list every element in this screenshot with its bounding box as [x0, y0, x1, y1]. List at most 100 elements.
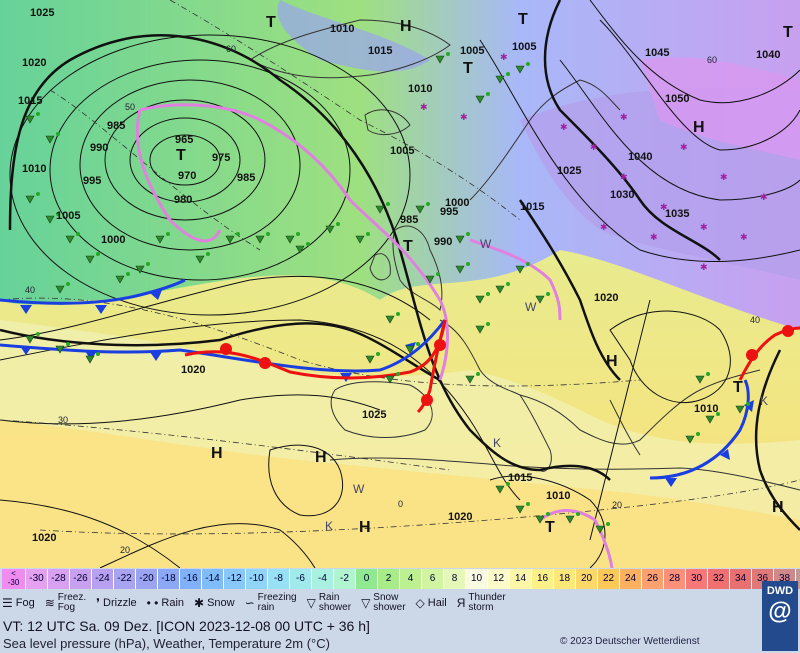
isotherm-label: 60 [707, 55, 717, 65]
pressure-label: 1010 [408, 83, 432, 95]
rain-symbol [526, 62, 530, 66]
pressure-label: 1040 [628, 151, 652, 163]
legend-panel: < -30 -30 -28 -26 -24 -22 -20 -18 -16 -14 -12 -10 -8… [0, 568, 800, 653]
rain-shower-symbol [515, 65, 525, 74]
pressure-label: 980 [174, 194, 192, 206]
rain-symbol [386, 202, 390, 206]
rain-shower-symbol [495, 75, 505, 84]
legend-label: Snow [207, 596, 235, 609]
pressure-label: 1045 [645, 47, 669, 59]
rain-symbol [56, 132, 60, 136]
legend-item-freezing-rain: ∽ Freezing rain [245, 593, 297, 613]
pressure-labels: 1025 1020 1015 1010 1010 1015 1005 1005 … [18, 7, 780, 544]
low-label: T [463, 60, 473, 77]
legend-label: Rain [161, 596, 185, 609]
pressure-label: 1005 [56, 210, 80, 222]
scale-swatch: -8 [268, 569, 290, 589]
pressure-label: 1010 [546, 490, 570, 502]
rain-symbol [606, 522, 610, 526]
rain-symbol [36, 192, 40, 196]
low-label: T [545, 519, 555, 536]
pressure-label: 1040 [756, 49, 780, 61]
legend-item-rain: • • Rain [147, 596, 184, 610]
pressure-label: 1000 [445, 197, 469, 209]
scale-swatch: 22 [598, 569, 620, 589]
rain-shower-symbol [55, 345, 65, 354]
rain-symbol [416, 342, 420, 346]
legend-label: Fog [15, 596, 35, 609]
rain-symbol [396, 372, 400, 376]
scale-swatch: 8 [444, 569, 466, 589]
scale-swatch: -28 [48, 569, 70, 589]
scale-swatch: 24 [620, 569, 642, 589]
isotherm-label: 40 [750, 315, 760, 325]
pressure-label: 1010 [22, 163, 46, 175]
legend-item-snow-shower: ▽ Snow shower [361, 593, 405, 613]
scale-swatch: -12 [224, 569, 246, 589]
scale-swatch: 30 [686, 569, 708, 589]
snow-shower-icon: ▽ [361, 596, 371, 610]
rain-shower-symbol [325, 225, 335, 234]
isotherm-label: 20 [612, 500, 622, 510]
rain-symbol [36, 112, 40, 116]
freezing-rain-icon: ∽ [244, 596, 255, 610]
legend-label: Freez. Fog [57, 592, 87, 613]
rain-shower-symbol [415, 205, 425, 214]
scale-swatch: 10 [466, 569, 488, 589]
snow-symbol: ✱ [590, 142, 598, 152]
snow-symbol: ✱ [660, 202, 668, 212]
rain-symbol [526, 262, 530, 266]
snow-symbol: ✱ [620, 172, 628, 182]
rain-symbol [546, 292, 550, 296]
rain-shower-symbol [115, 275, 125, 284]
major-isobars [0, 0, 800, 531]
rain-symbol [306, 242, 310, 246]
rain-shower-symbol [195, 255, 205, 264]
rain-symbol [466, 262, 470, 266]
rain-shower-symbol [465, 375, 475, 384]
copyright: © 2023 Deutscher Wetterdienst [560, 636, 700, 647]
air-mass-labels: K K W W W K [325, 237, 768, 533]
pressure-label: 1005 [460, 45, 484, 57]
pressure-label: 1020 [448, 511, 472, 523]
snow-symbol: ✱ [700, 262, 708, 272]
rain-shower-symbol [85, 255, 95, 264]
scale-swatch: 32 [708, 569, 730, 589]
map-subtitle: Sea level pressure (hPa), Weather, Tempe… [3, 636, 330, 651]
air-mass-label: K [760, 394, 768, 408]
rain-symbol [546, 512, 550, 516]
snow-symbol: ✱ [680, 142, 688, 152]
isotherm-label: 30 [58, 415, 68, 425]
isotherm-label: 40 [25, 285, 35, 295]
rain-shower-symbol [705, 415, 715, 424]
scale-swatch: -16 [180, 569, 202, 589]
precipitation-symbols: ✱ ✱ ✱ ✱ ✱ ✱ ✱ ✱ ✱ ✱ ✱ ✱ ✱ ✱ ✱ ✱ [25, 52, 768, 534]
high-label: H [315, 449, 327, 466]
pressure-label: 990 [434, 236, 452, 248]
rain-symbol [486, 322, 490, 326]
pressure-label: 1035 [665, 208, 689, 220]
coastlines [249, 19, 800, 491]
pressure-label: 1025 [362, 409, 386, 421]
pressure-label: 1015 [368, 45, 392, 57]
pressure-label: 1005 [390, 145, 414, 157]
high-label: H [606, 353, 618, 370]
rain-symbol [56, 212, 60, 216]
scale-swatch: 28 [664, 569, 686, 589]
legend-item-hail: ◇ Hail [416, 596, 447, 610]
rain-symbol [706, 372, 710, 376]
rain-shower-symbol [425, 275, 435, 284]
rain-shower-symbol [65, 235, 75, 244]
pressure-label: 1025 [557, 165, 581, 177]
rain-shower-icon: ▽ [306, 596, 316, 610]
rain-shower-symbol [355, 235, 365, 244]
air-mass-label: W [480, 237, 492, 251]
rain-shower-symbol [45, 215, 55, 224]
rain-symbol [486, 292, 490, 296]
temperature-field-north [0, 0, 800, 330]
pressure-label: 1015 [18, 95, 42, 107]
legend-item-freezing-fog: ≋ Freez. Fog [45, 593, 86, 613]
scale-swatch: 26 [642, 569, 664, 589]
isotherm-label: 60 [226, 44, 236, 54]
